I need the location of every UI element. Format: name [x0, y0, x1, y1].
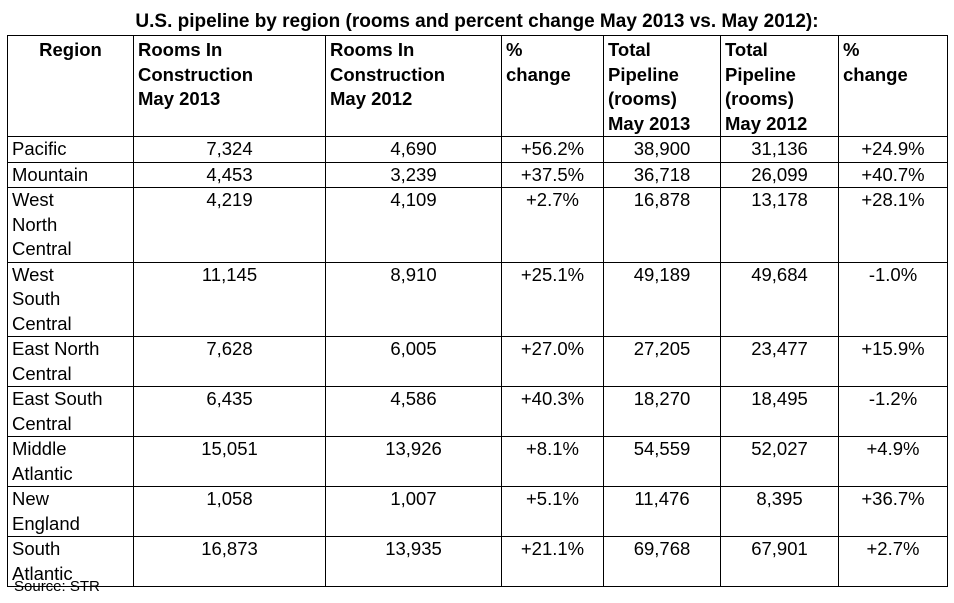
table-row: Mountain 4,453 3,239 +37.5% 36,718 26,099 +40.…: [7, 161, 948, 188]
value-cell-construction-pct-change: +5.1%: [501, 486, 604, 537]
value-cell-pipeline-pct-change: +2.7%: [838, 536, 948, 587]
value-cell-total-pipeline-2013: 36,718: [603, 161, 721, 188]
table-row: Pacific 7,324 4,690 +56.2% 38,900 31,136 +24.9…: [7, 136, 948, 163]
value-cell-rooms-construction-2012: 4,109: [325, 187, 502, 263]
value-cell-total-pipeline-2013: 18,270: [603, 386, 721, 437]
value-cell-pipeline-pct-change: +40.7%: [838, 161, 948, 188]
value-cell-rooms-construction-2012: 13,935: [325, 536, 502, 587]
value-cell-pipeline-pct-change: -1.0%: [838, 261, 948, 337]
value-cell-rooms-construction-2012: 8,910: [325, 261, 502, 337]
value-cell-pipeline-pct-change: +4.9%: [838, 436, 948, 487]
table-row: East North Central 7,628 6,005 +27.0% 27,205 2…: [7, 336, 948, 387]
value-cell-total-pipeline-2013: 38,900: [603, 136, 721, 163]
column-header-rooms-construction-2013: Rooms In Construction May 2013: [133, 35, 326, 137]
value-cell-construction-pct-change: +8.1%: [501, 436, 604, 487]
value-cell-pipeline-pct-change: -1.2%: [838, 386, 948, 437]
region-cell: Middle Atlantic: [7, 436, 134, 487]
value-cell-construction-pct-change: +37.5%: [501, 161, 604, 188]
region-cell: Pacific: [7, 136, 134, 163]
value-cell-total-pipeline-2012: 31,136: [720, 136, 839, 163]
table-header-row: Region Rooms In Construction May 2013 Rooms …: [7, 35, 948, 137]
table-title: U.S. pipeline by region (rooms and perce…: [135, 11, 819, 32]
region-cell: West North Central: [7, 187, 134, 263]
value-cell-pipeline-pct-change: +28.1%: [838, 187, 948, 263]
value-cell-rooms-construction-2012: 13,926: [325, 436, 502, 487]
column-header-pipeline-pct-change: % change: [838, 35, 948, 137]
value-cell-total-pipeline-2012: 67,901: [720, 536, 839, 587]
column-header-rooms-construction-2012: Rooms In Construction May 2012: [325, 35, 502, 137]
value-cell-total-pipeline-2012: 23,477: [720, 336, 839, 387]
value-cell-rooms-construction-2012: 3,239: [325, 161, 502, 188]
value-cell-total-pipeline-2013: 16,878: [603, 187, 721, 263]
table-row: South Atlantic 16,873 13,935 +21.1% 69,768 67,…: [7, 536, 948, 587]
value-cell-rooms-construction-2013: 6,435: [133, 386, 326, 437]
value-cell-pipeline-pct-change: +15.9%: [838, 336, 948, 387]
value-cell-rooms-construction-2013: 16,873: [133, 536, 326, 587]
value-cell-total-pipeline-2013: 27,205: [603, 336, 721, 387]
value-cell-total-pipeline-2012: 52,027: [720, 436, 839, 487]
value-cell-rooms-construction-2013: 1,058: [133, 486, 326, 537]
column-header-region: Region: [7, 35, 134, 137]
value-cell-construction-pct-change: +21.1%: [501, 536, 604, 587]
value-cell-rooms-construction-2013: 11,145: [133, 261, 326, 337]
value-cell-total-pipeline-2012: 18,495: [720, 386, 839, 437]
table-row: Middle Atlantic 15,051 13,926 +8.1% 54,559 52,…: [7, 436, 948, 487]
region-cell: New England: [7, 486, 134, 537]
table-row: West North Central 4,219 4,109 +2.7% 16,878 13,…: [7, 187, 948, 263]
value-cell-construction-pct-change: +2.7%: [501, 187, 604, 263]
table-row: New England 1,058 1,007 +5.1% 11,476 8,395 +36.…: [7, 486, 948, 537]
table-body: Pacific 7,324 4,690 +56.2% 38,900 31,136 +24.9…: [7, 136, 948, 587]
value-cell-rooms-construction-2012: 4,586: [325, 386, 502, 437]
value-cell-total-pipeline-2013: 49,189: [603, 261, 721, 337]
value-cell-total-pipeline-2012: 26,099: [720, 161, 839, 188]
table-row: West South Central 11,145 8,910 +25.1% 49,189 4…: [7, 261, 948, 337]
region-cell: Mountain: [7, 161, 134, 188]
value-cell-construction-pct-change: +25.1%: [501, 261, 604, 337]
value-cell-total-pipeline-2012: 13,178: [720, 187, 839, 263]
value-cell-pipeline-pct-change: +36.7%: [838, 486, 948, 537]
source-note: Source: STR: [14, 578, 100, 595]
value-cell-rooms-construction-2013: 7,324: [133, 136, 326, 163]
value-cell-rooms-construction-2012: 6,005: [325, 336, 502, 387]
value-cell-construction-pct-change: +56.2%: [501, 136, 604, 163]
value-cell-rooms-construction-2012: 4,690: [325, 136, 502, 163]
region-cell: West South Central: [7, 261, 134, 337]
region-cell: South Atlantic: [7, 536, 134, 587]
column-header-total-pipeline-2012: Total Pipeline (rooms) May 2012: [720, 35, 839, 137]
value-cell-construction-pct-change: +40.3%: [501, 386, 604, 437]
value-cell-rooms-construction-2013: 4,453: [133, 161, 326, 188]
value-cell-total-pipeline-2012: 49,684: [720, 261, 839, 337]
pipeline-table: Region Rooms In Construction May 2013 Rooms …: [7, 35, 948, 587]
value-cell-rooms-construction-2012: 1,007: [325, 486, 502, 537]
value-cell-construction-pct-change: +27.0%: [501, 336, 604, 387]
table-row: East South Central 6,435 4,586 +40.3% 18,270 1…: [7, 386, 948, 437]
region-cell: East South Central: [7, 386, 134, 437]
value-cell-total-pipeline-2013: 11,476: [603, 486, 721, 537]
column-header-total-pipeline-2013: Total Pipeline (rooms) May 2013: [603, 35, 721, 137]
column-header-construction-pct-change: % change: [501, 35, 604, 137]
value-cell-total-pipeline-2012: 8,395: [720, 486, 839, 537]
value-cell-rooms-construction-2013: 15,051: [133, 436, 326, 487]
value-cell-rooms-construction-2013: 4,219: [133, 187, 326, 263]
value-cell-total-pipeline-2013: 69,768: [603, 536, 721, 587]
value-cell-rooms-construction-2013: 7,628: [133, 336, 326, 387]
value-cell-pipeline-pct-change: +24.9%: [838, 136, 948, 163]
region-cell: East North Central: [7, 336, 134, 387]
value-cell-total-pipeline-2013: 54,559: [603, 436, 721, 487]
